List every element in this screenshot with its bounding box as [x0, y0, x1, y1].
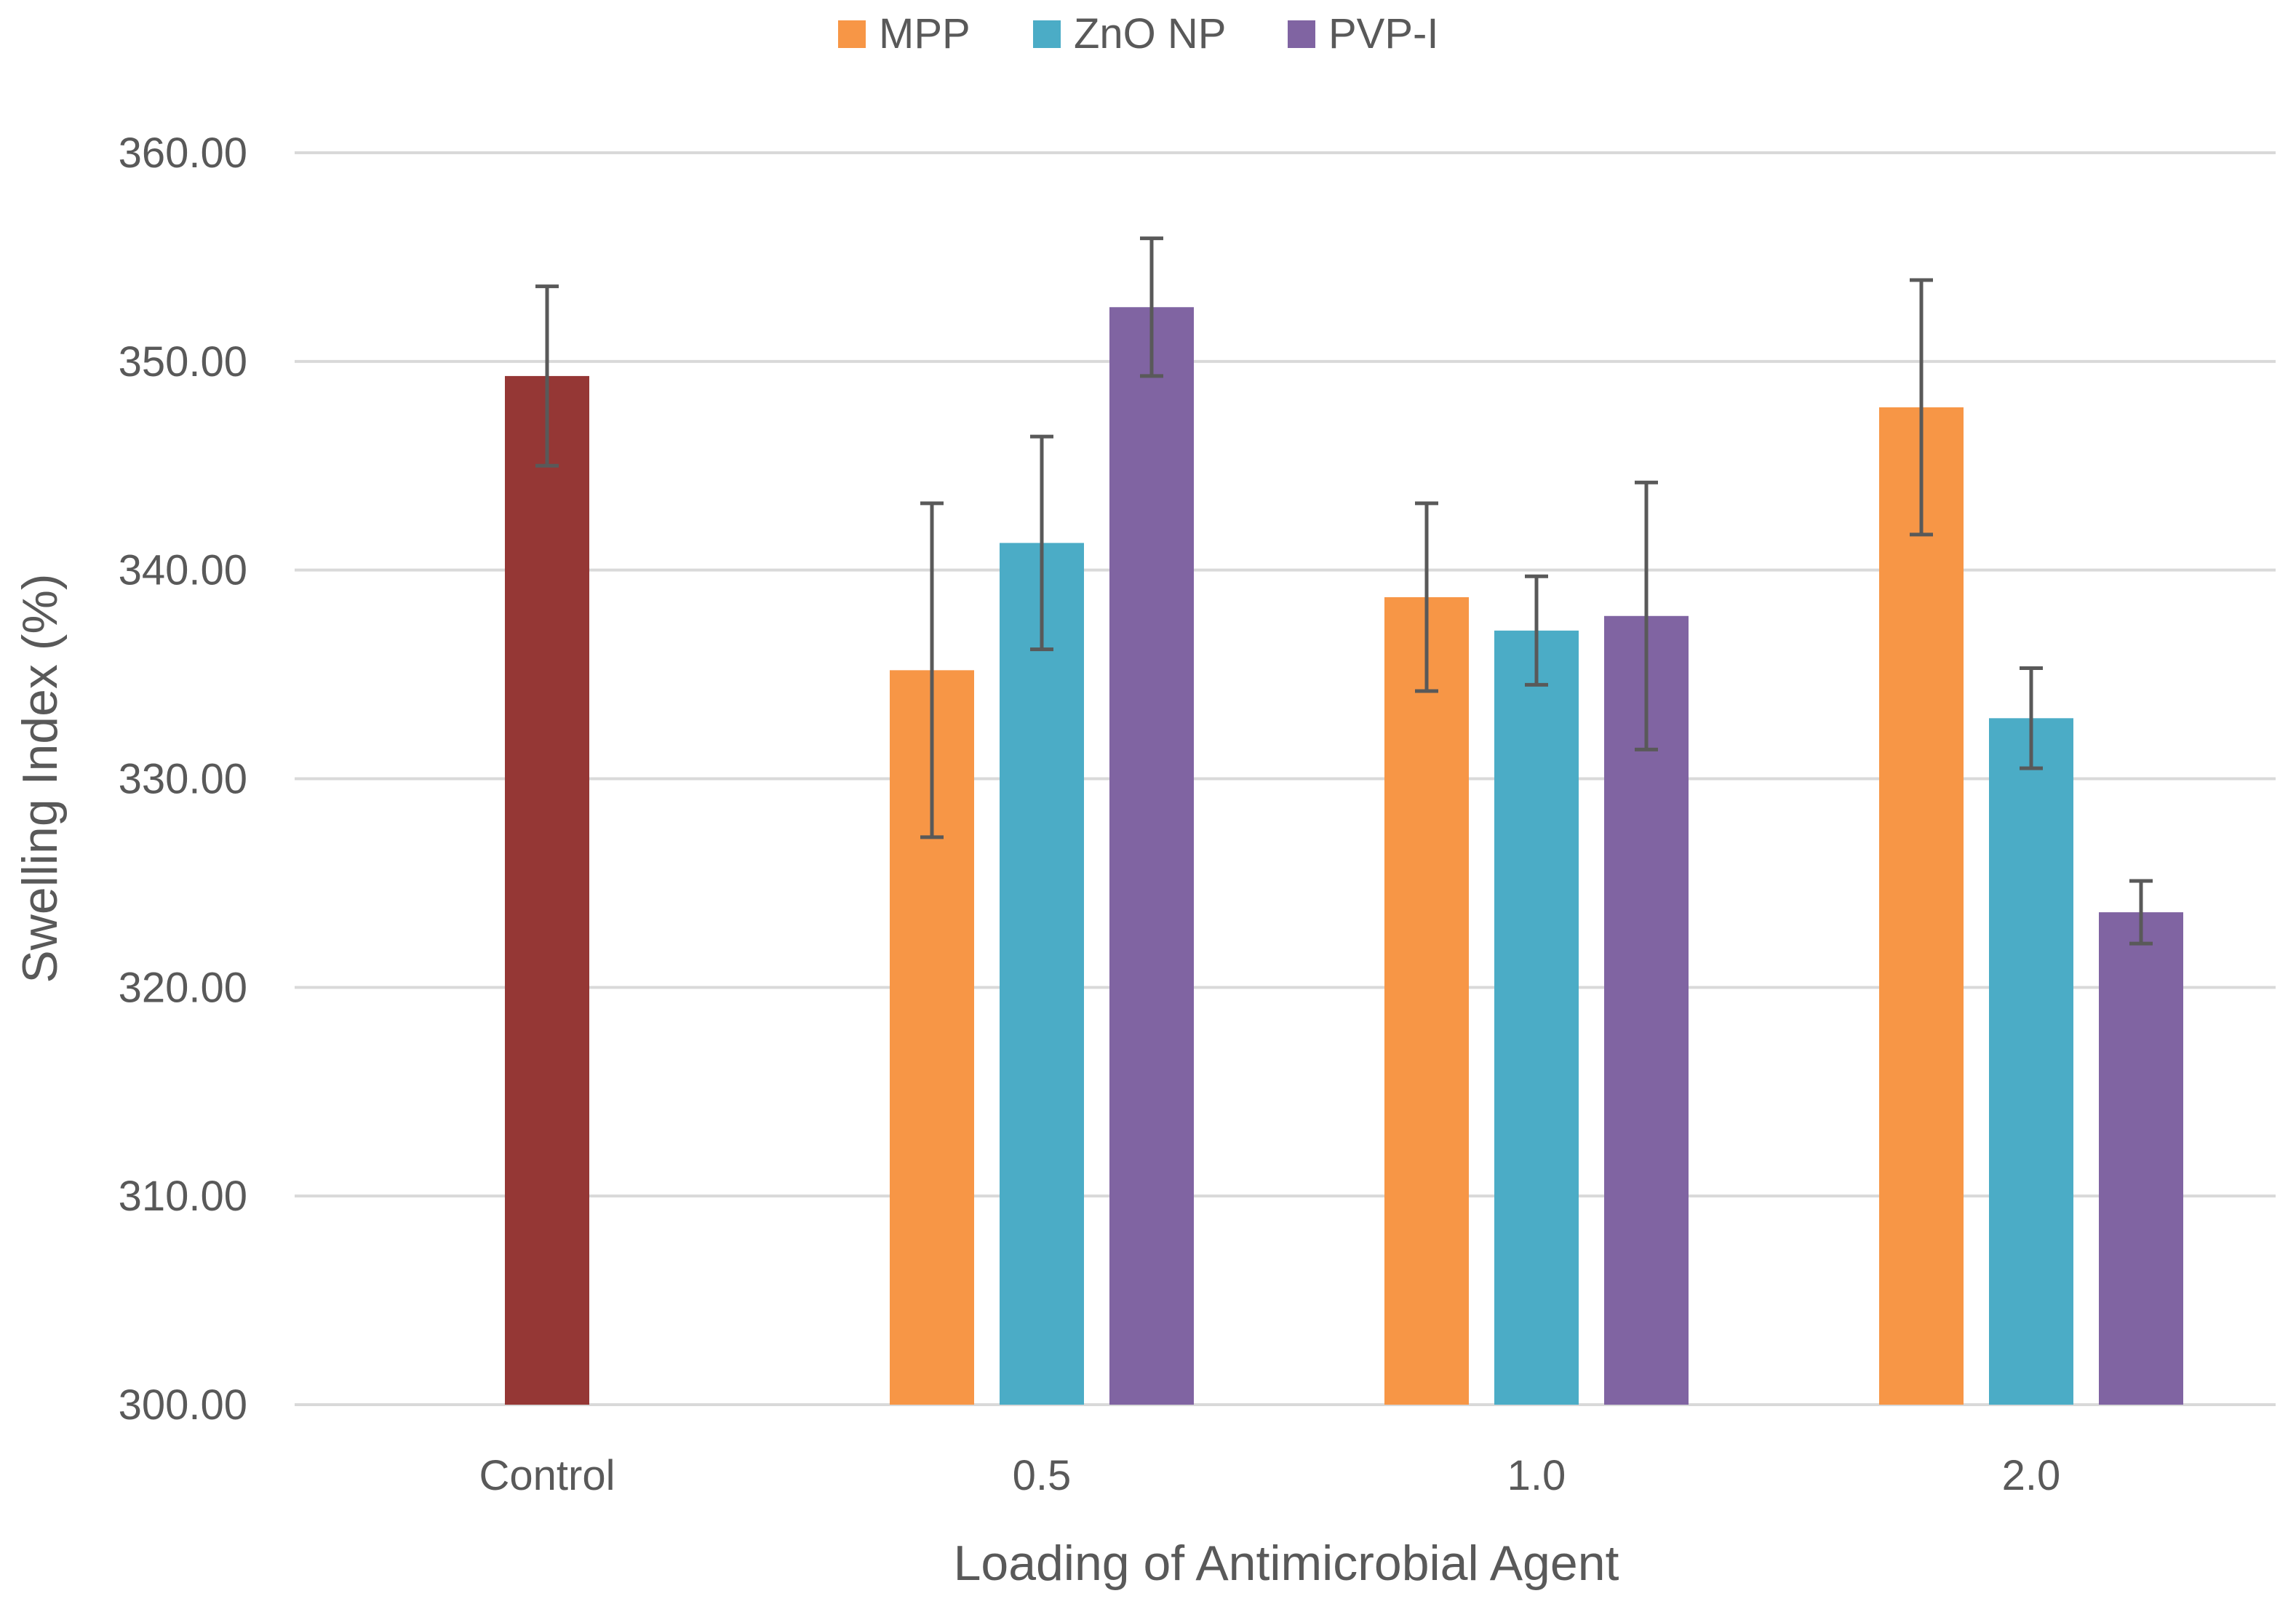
- bar-pvp-i-1.0-error-bar: [1635, 480, 1658, 751]
- y-tick-label: 300.00: [119, 1381, 247, 1429]
- y-axis-ticks: 300.00 310.00 320.00 330.00 340.00 350.00 360.…: [119, 129, 247, 1429]
- bar-mpp-0.5-error-bar: [920, 501, 944, 839]
- legend-swatch: [838, 20, 866, 48]
- y-tick-label: 310.00: [119, 1173, 247, 1220]
- x-tick-label: 2.0: [2002, 1452, 2061, 1499]
- bar-pvp-i-0.5: [1109, 307, 1194, 1405]
- bar-mpp-2.0-error-bar: [1910, 278, 1933, 537]
- bar-pvp-i-0.5-error-bar: [1140, 236, 1163, 378]
- bar-pvp-i-2.0: [2099, 912, 2183, 1405]
- gridlines: [295, 151, 2276, 1406]
- bar-zno-np-0.5-error-bar: [1030, 434, 1053, 652]
- bar-mpp-2.0: [1879, 407, 1964, 1405]
- x-tick-label: Control: [479, 1452, 615, 1499]
- error-bars: [535, 236, 2153, 946]
- y-tick-label: 320.00: [119, 964, 247, 1011]
- bar-mpp-1.0-error-bar: [1415, 501, 1438, 693]
- legend-swatch: [1288, 20, 1315, 48]
- x-tick-label: 1.0: [1507, 1452, 1566, 1499]
- bar-zno-np-1.0-error-bar: [1525, 574, 1548, 687]
- bar-zno-np-1.0: [1494, 630, 1579, 1405]
- y-tick-label: 340.00: [119, 547, 247, 594]
- legend-item: MPP: [838, 10, 970, 57]
- legend-item: ZnO NP: [1033, 10, 1227, 57]
- bar-zno-np-2.0-error-bar: [2020, 666, 2043, 770]
- legend-item: PVP-I: [1288, 10, 1439, 57]
- bars: [505, 307, 2183, 1405]
- bar-pvp-i-2.0-error-bar: [2129, 879, 2153, 946]
- x-axis-title: Loading of Antimicrobial Agent: [954, 1536, 1619, 1591]
- bar-control: [505, 375, 589, 1405]
- y-axis-title: Swelling Index (%): [12, 573, 68, 983]
- bar-control-error-bar: [535, 284, 559, 468]
- legend-label: ZnO NP: [1074, 10, 1227, 57]
- y-tick-label: 360.00: [119, 129, 247, 177]
- legend-label: PVP-I: [1328, 10, 1439, 57]
- bar-zno-np-2.0: [1989, 718, 2073, 1405]
- legend: MPP ZnO NP PVP-I: [838, 10, 1439, 57]
- x-tick-label: 0.5: [1013, 1452, 1072, 1499]
- y-tick-label: 330.00: [119, 756, 247, 803]
- y-tick-label: 350.00: [119, 338, 247, 386]
- bar-mpp-1.0: [1384, 596, 1469, 1405]
- x-axis-ticks: Control 0.5 1.0 2.0: [479, 1452, 2061, 1499]
- bar-zno-np-0.5: [1000, 543, 1084, 1405]
- legend-label: MPP: [879, 10, 970, 57]
- legend-swatch: [1033, 20, 1061, 48]
